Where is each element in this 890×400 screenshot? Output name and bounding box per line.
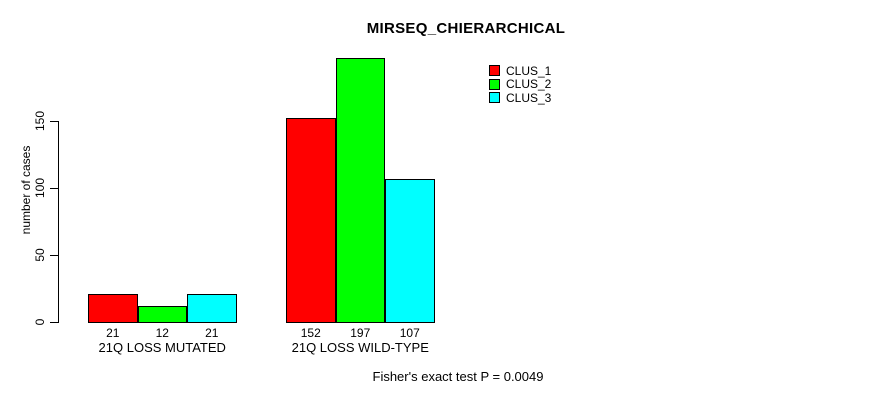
chart-title: MIRSEQ_CHIERARCHICAL [366, 20, 566, 37]
y-tick-label: 50 [33, 248, 47, 262]
legend-swatch [489, 92, 500, 104]
bar-value-label: 12 [155, 326, 169, 340]
y-tick-label: 0 [33, 318, 47, 326]
bar-value-label: 107 [399, 326, 420, 340]
y-tick-label: 100 [33, 177, 47, 199]
bar-clus_1-2 [286, 118, 336, 323]
category-label: 21Q LOSS MUTATED [98, 340, 226, 355]
bar-clus_3-1 [187, 293, 237, 323]
y-tick-label: 150 [33, 110, 47, 132]
bar-value-label: 21 [106, 326, 120, 340]
legend: CLUS_1 CLUS_2 CLUS_3 [489, 64, 551, 105]
legend-swatch [489, 65, 500, 77]
bar-value-label: 21 [205, 326, 219, 340]
category-label: 21Q LOSS WILD-TYPE [291, 340, 429, 355]
bar-clus_2-2 [335, 58, 385, 323]
legend-item-clus_1: CLUS_1 [489, 64, 551, 78]
legend-label: CLUS_3 [506, 90, 552, 105]
bar-value-label: 197 [350, 326, 371, 340]
y-tick [50, 188, 58, 189]
y-tick [50, 322, 58, 323]
bar-clus_2-1 [137, 305, 187, 323]
bar-clus_3-2 [385, 178, 435, 323]
legend-item-clus_3: CLUS_3 [489, 91, 551, 105]
legend-swatch [489, 78, 500, 90]
y-axis-line [58, 121, 59, 323]
y-axis-title: number of cases [19, 145, 33, 235]
y-tick [50, 255, 58, 256]
legend-label: CLUS_1 [506, 63, 552, 78]
bar-clus_1-1 [88, 293, 138, 323]
legend-label: CLUS_2 [506, 77, 552, 92]
annotation-fishers-test: Fisher's exact test P = 0.0049 [372, 369, 544, 384]
bar-value-label: 152 [300, 326, 321, 340]
y-tick [50, 121, 58, 122]
legend-item-clus_2: CLUS_2 [489, 77, 552, 92]
